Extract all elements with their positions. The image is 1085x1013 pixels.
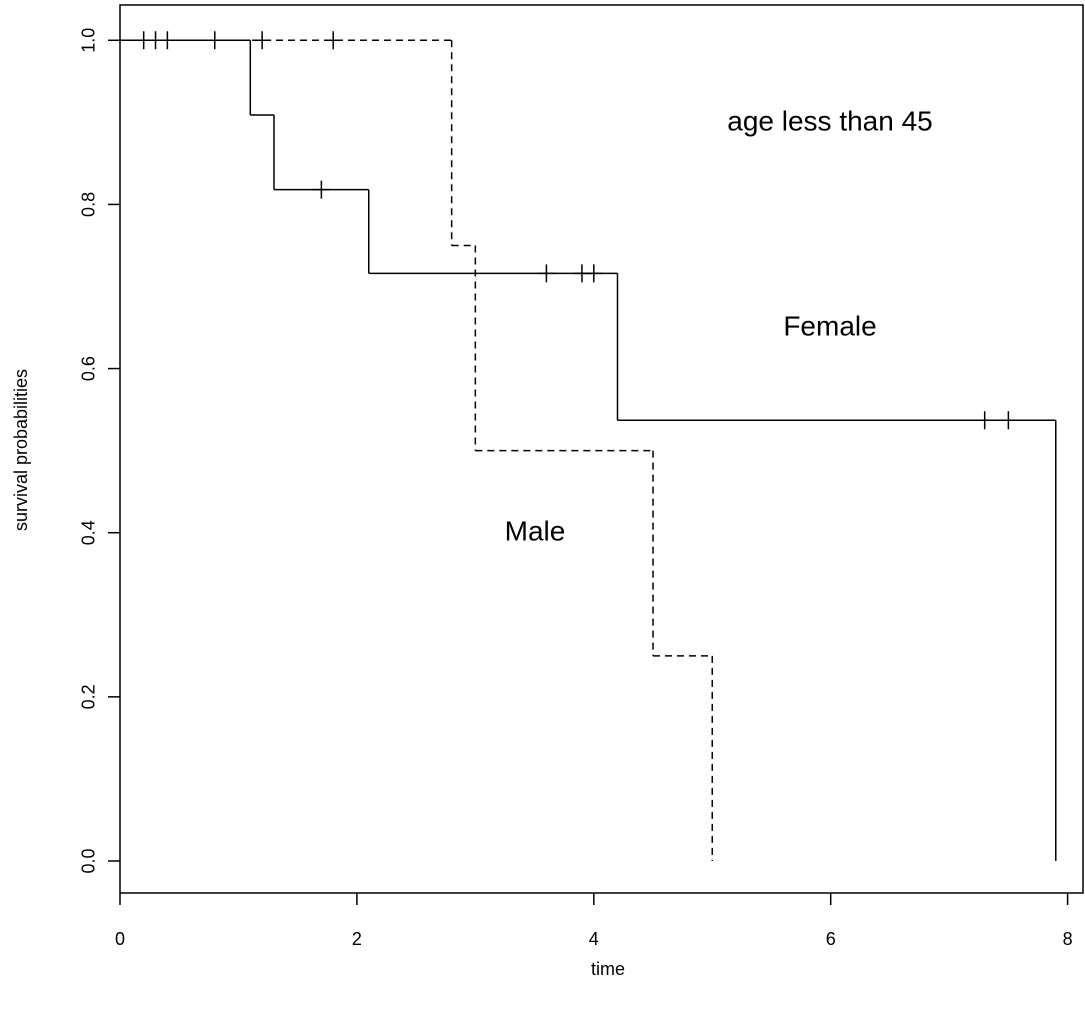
y-tick-label: 0.0 — [79, 848, 99, 873]
x-tick-label: 0 — [115, 929, 125, 949]
y-tick-label: 0.8 — [79, 192, 99, 217]
censor-mark — [537, 264, 556, 283]
x-axis-label: time — [591, 959, 625, 979]
y-tick-label: 1.0 — [79, 28, 99, 53]
x-tick-label: 2 — [352, 929, 362, 949]
y-tick-label: 0.4 — [79, 520, 99, 545]
x-tick-label: 6 — [826, 929, 836, 949]
series-label: Female — [783, 310, 876, 341]
series-label: Male — [505, 515, 566, 546]
y-tick-label: 0.6 — [79, 356, 99, 381]
x-tick-label: 8 — [1063, 929, 1073, 949]
censor-mark — [975, 411, 994, 430]
y-tick-label: 0.2 — [79, 684, 99, 709]
plot-frame — [119, 4, 1084, 894]
censor-mark — [584, 264, 603, 283]
censor-mark — [324, 31, 343, 50]
annotation: age less than 45 — [727, 105, 933, 136]
x-tick-label: 4 — [589, 929, 599, 949]
censor-mark — [999, 411, 1018, 430]
y-axis-label: survival probabilities — [11, 369, 31, 531]
censor-mark — [312, 180, 331, 199]
